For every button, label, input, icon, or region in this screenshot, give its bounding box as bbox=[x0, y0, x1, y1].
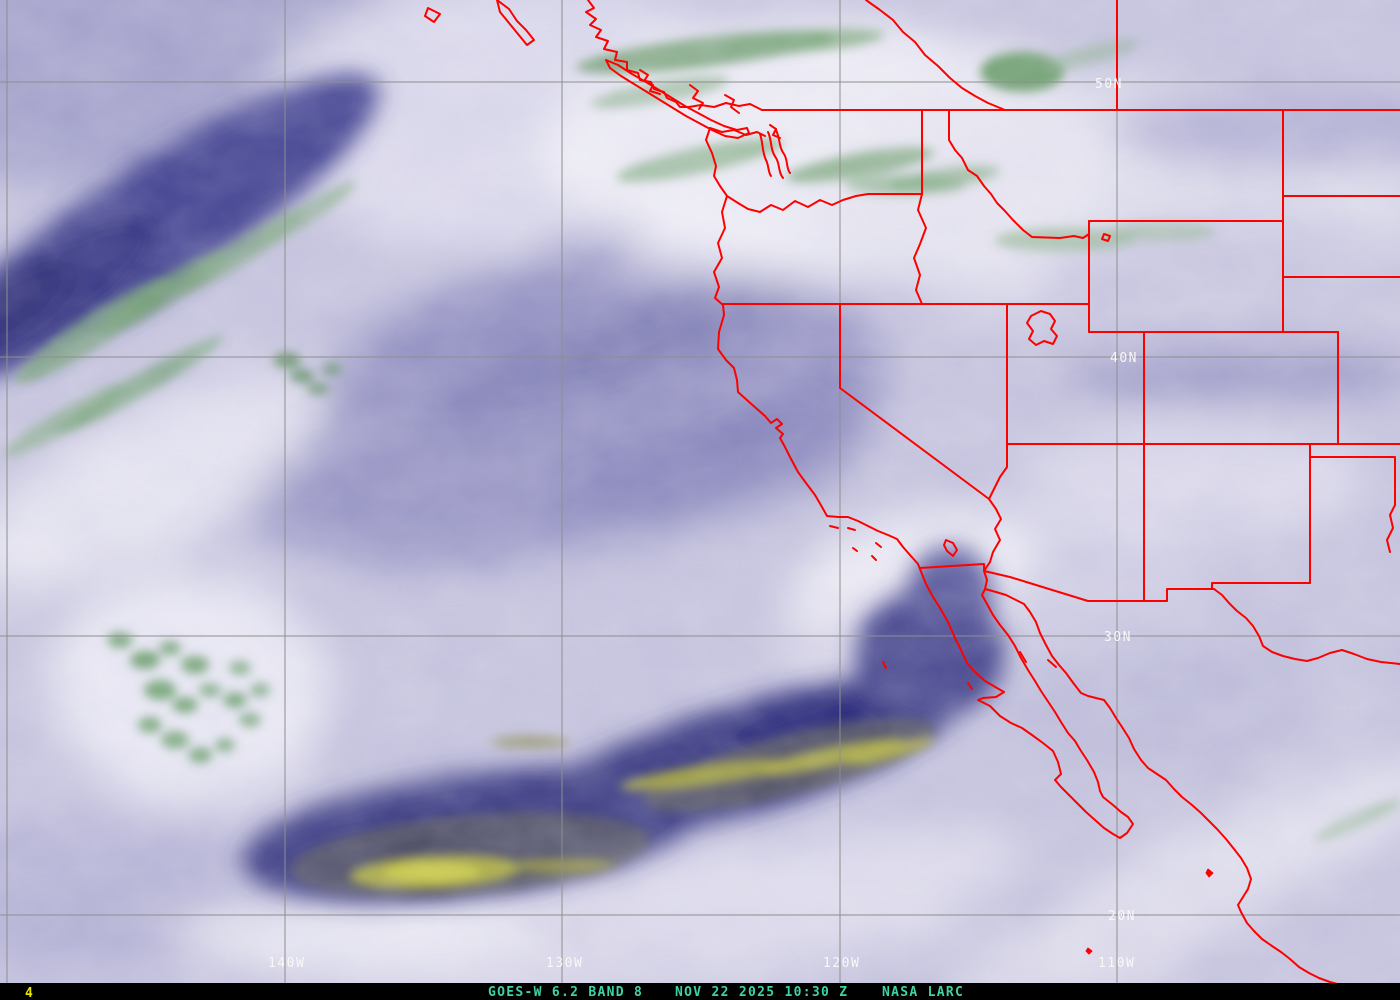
island-socorro bbox=[1085, 947, 1093, 955]
islands-channel bbox=[829, 525, 882, 561]
product-label: GOES-W 6.2 BAND 8 bbox=[488, 985, 643, 1000]
caption-bar: 4 GOES-W 6.2 BAND 8 NOV 22 2025 10:30 Z … bbox=[0, 983, 1400, 1000]
border-oregon-idaho bbox=[913, 193, 927, 305]
coastline-haida-gwaii bbox=[424, 0, 535, 46]
lake-great-salt-lake bbox=[1026, 310, 1058, 346]
coastline-washington-oregon bbox=[705, 127, 728, 306]
border-texas-nm-32n bbox=[1211, 582, 1311, 590]
lat-label-30n: 30N bbox=[1104, 630, 1132, 645]
border-idaho-montana bbox=[948, 109, 1090, 239]
lat-label-50n: 50N bbox=[1095, 77, 1123, 92]
islands-gulf-of-california bbox=[1019, 651, 1057, 668]
border-bc-alberta bbox=[865, 0, 1006, 111]
lat-label-20n: 20N bbox=[1108, 909, 1136, 924]
lat-label-40n: 40N bbox=[1110, 351, 1138, 366]
timestamp-label: NOV 22 2025 10:30 Z bbox=[675, 985, 848, 1000]
caption-bar-background bbox=[0, 983, 1400, 1000]
lon-label-140w: 140W bbox=[268, 956, 305, 971]
island-cedros bbox=[967, 682, 973, 690]
border-california-nevada bbox=[839, 303, 1002, 590]
coordinate-labels: 50N 40N 30N 20N 140W 130W 120W 110W bbox=[268, 77, 1138, 971]
frame-number: 4 bbox=[25, 986, 33, 1000]
border-nevada-arizona bbox=[988, 443, 1008, 500]
lake-salton-sea bbox=[943, 539, 958, 557]
map-borders bbox=[424, 0, 1400, 986]
islands-marias bbox=[1205, 868, 1214, 878]
island-guadalupe bbox=[882, 661, 887, 669]
credit-label: NASA LARC bbox=[882, 985, 964, 1000]
lon-label-130w: 130W bbox=[546, 956, 583, 971]
lon-label-120w: 120W bbox=[823, 956, 860, 971]
coastline-california bbox=[717, 304, 921, 570]
coastline-strait-of-georgia bbox=[639, 69, 740, 114]
coastline-baja-california bbox=[919, 568, 1134, 839]
border-rio-grande bbox=[1213, 588, 1400, 665]
coastline-british-columbia bbox=[585, 0, 763, 111]
lon-label-110w: 110W bbox=[1098, 956, 1135, 971]
coastline-puget-sound bbox=[709, 124, 791, 179]
border-oklahoma-texas-panhandle bbox=[1309, 456, 1396, 553]
border-us-mexico bbox=[919, 563, 1215, 602]
coastline-vancouver-island bbox=[605, 59, 750, 139]
lake-yellowstone bbox=[1101, 233, 1111, 242]
border-washington-oregon-columbia bbox=[726, 193, 923, 213]
coastline-mexico-mainland bbox=[984, 588, 1342, 986]
